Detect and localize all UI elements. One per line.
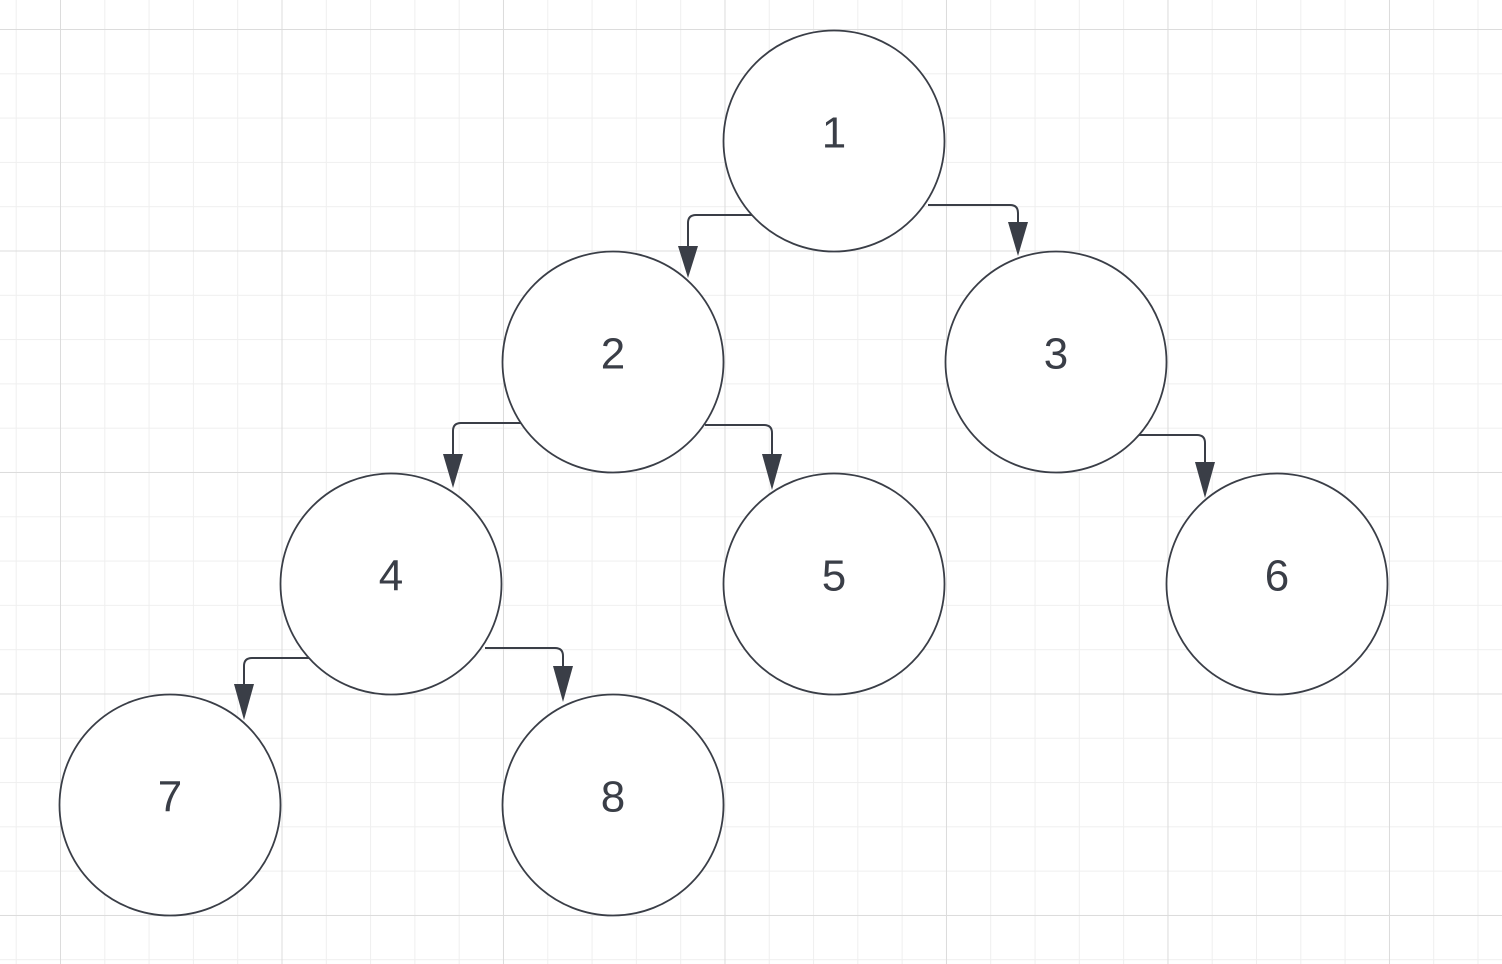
node-3[interactable]: 3: [944, 250, 1168, 474]
node-1-label: 1: [822, 109, 846, 158]
node-1-circle: [722, 29, 946, 253]
edge-2-to-5[interactable]: [705, 424, 782, 490]
node-2-circle: [501, 250, 725, 474]
node-8[interactable]: 8: [501, 693, 725, 917]
node-6[interactable]: 6: [1165, 472, 1389, 696]
node-4-circle: [279, 472, 503, 696]
node-7[interactable]: 7: [58, 693, 282, 917]
node-2-label: 2: [601, 330, 625, 379]
node-6-label: 6: [1265, 552, 1289, 601]
node-3-circle: [944, 250, 1168, 474]
node-8-label: 8: [601, 773, 625, 822]
edge-4-to-7[interactable]: [234, 657, 309, 720]
edge-1-to-3[interactable]: [928, 204, 1028, 256]
node-7-label: 7: [158, 773, 182, 822]
node-4-label: 4: [379, 552, 403, 601]
node-5[interactable]: 5: [722, 472, 946, 696]
edge-4-to-8[interactable]: [485, 647, 573, 702]
edge-1-to-2[interactable]: [678, 214, 752, 278]
node-4[interactable]: 4: [279, 472, 503, 696]
node-3-label: 3: [1044, 330, 1068, 379]
node-8-circle: [501, 693, 725, 917]
node-2[interactable]: 2: [501, 250, 725, 474]
node-1[interactable]: 1: [722, 29, 946, 253]
node-5-circle: [722, 472, 946, 696]
node-7-circle: [58, 693, 282, 917]
node-5-label: 5: [822, 552, 846, 601]
edge-2-to-4[interactable]: [443, 422, 521, 488]
edges-layer: [234, 204, 1215, 720]
nodes-layer: 1 2 3 4 5 6 7: [58, 29, 1389, 917]
node-6-circle: [1165, 472, 1389, 696]
edge-3-to-6[interactable]: [1139, 434, 1215, 498]
